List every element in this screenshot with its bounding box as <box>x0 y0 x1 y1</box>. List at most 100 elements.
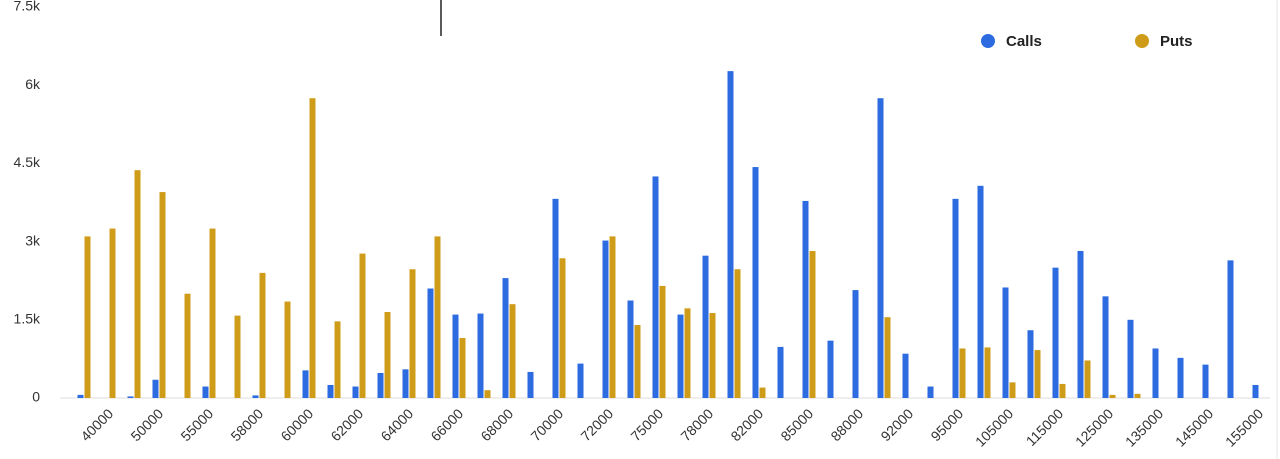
bar <box>434 236 441 398</box>
bar <box>684 308 691 398</box>
bar <box>627 300 634 398</box>
bar <box>777 346 784 398</box>
bar <box>1177 357 1184 398</box>
bar <box>377 372 384 398</box>
bar <box>884 317 891 398</box>
x-tick-label: 60000 <box>277 405 316 444</box>
x-tick-label: 92000 <box>877 405 916 444</box>
x-tick-label: 72000 <box>577 405 616 444</box>
bar <box>77 394 84 398</box>
x-tick-label: 50000 <box>127 405 166 444</box>
bar <box>727 71 734 399</box>
bar <box>284 301 291 398</box>
x-tick-label: 62000 <box>327 405 366 444</box>
x-tick-label: 95000 <box>927 405 966 444</box>
bar <box>1059 383 1066 398</box>
bar <box>259 272 266 398</box>
x-tick-label: 68000 <box>477 405 516 444</box>
x-tick-label: 125000 <box>1072 405 1116 449</box>
bar <box>202 386 209 398</box>
x-tick-label: 82000 <box>727 405 766 444</box>
x-tick-label: 78000 <box>677 405 716 444</box>
bar <box>402 369 409 398</box>
bar <box>1252 384 1259 398</box>
bar <box>84 236 91 398</box>
bar <box>509 304 516 398</box>
bar <box>1027 330 1034 398</box>
bar <box>984 347 991 398</box>
bar <box>359 253 366 398</box>
bar <box>152 379 159 398</box>
bar <box>559 258 566 398</box>
bar <box>1152 348 1159 398</box>
x-tick-label: 66000 <box>427 405 466 444</box>
y-tick-label: 6k <box>25 76 41 92</box>
bar <box>852 290 859 398</box>
bar <box>327 384 334 398</box>
bar <box>927 386 934 398</box>
bar <box>109 228 116 398</box>
bar <box>809 250 816 398</box>
bar <box>1084 360 1091 398</box>
bar <box>734 269 741 398</box>
bar <box>602 240 609 398</box>
bar <box>477 313 484 398</box>
bar <box>652 176 659 398</box>
x-tick-label: 145000 <box>1172 405 1216 449</box>
bar <box>352 386 359 398</box>
bar <box>1202 364 1209 398</box>
bar <box>484 390 491 398</box>
bar <box>827 340 834 398</box>
x-tick-label: 155000 <box>1222 405 1266 449</box>
y-tick-label: 4.5k <box>14 154 41 170</box>
bar <box>877 98 884 398</box>
bar <box>1134 393 1141 398</box>
x-tick-label: 105000 <box>972 405 1016 449</box>
legend-label: Calls <box>1006 33 1042 50</box>
bar <box>452 314 459 398</box>
bar <box>577 363 584 398</box>
bar <box>752 167 759 398</box>
y-tick-label: 7.5k <box>14 0 41 14</box>
x-tick-label: 58000 <box>227 405 266 444</box>
bar <box>502 278 509 398</box>
bar <box>977 185 984 398</box>
y-tick-label: 0 <box>32 389 40 405</box>
bar <box>677 314 684 398</box>
bar <box>302 370 309 398</box>
bar <box>127 396 134 398</box>
bar <box>184 293 191 398</box>
bar <box>209 228 216 398</box>
bar <box>609 236 616 398</box>
bar <box>1002 287 1009 398</box>
bar <box>902 353 909 398</box>
legend-label: Puts <box>1160 33 1193 50</box>
bar <box>802 200 809 398</box>
bar <box>759 387 766 398</box>
bar <box>134 170 141 398</box>
bar <box>384 311 391 398</box>
bar <box>959 348 966 398</box>
bar <box>952 198 959 398</box>
bar <box>1102 296 1109 398</box>
bar <box>1034 350 1041 398</box>
bar <box>234 315 241 398</box>
bar <box>527 371 534 398</box>
bar <box>427 288 434 398</box>
bar <box>409 269 416 398</box>
bar <box>702 255 709 398</box>
x-tick-label: 55000 <box>177 405 216 444</box>
bar <box>334 321 341 398</box>
bar <box>309 98 316 398</box>
y-tick-label: 1.5k <box>14 311 41 327</box>
bar <box>634 325 641 398</box>
x-tick-label: 40000 <box>77 405 116 444</box>
bar <box>1127 319 1134 398</box>
bar <box>552 198 559 398</box>
bar <box>1052 267 1059 398</box>
bar <box>1227 260 1234 398</box>
x-tick-label: 85000 <box>777 405 816 444</box>
bar <box>252 395 259 398</box>
bar <box>659 285 666 398</box>
